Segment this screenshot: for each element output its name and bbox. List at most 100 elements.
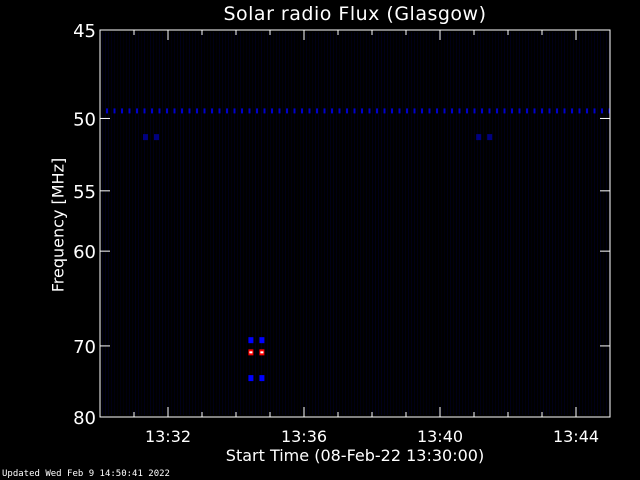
interference-mark [473,108,476,114]
noise-streak [501,32,502,415]
interference-mark [308,108,311,114]
interference-mark [571,108,573,114]
interference-mark [586,108,588,114]
burst-mark [248,375,254,382]
interference-mark [301,108,303,114]
burst-core [260,351,264,354]
x-axis-label: Start Time (08-Feb-22 13:30:00) [225,446,485,465]
noise-streak [486,32,487,415]
noise-streak [522,32,523,415]
noise-streak [111,32,112,415]
noise-streak [204,32,205,415]
noise-streak [363,32,364,415]
x-tick-label: 13:36 [281,427,327,446]
interference-mark [316,108,318,114]
noise-streak [105,32,106,415]
noise-streak [591,32,592,415]
noise-streak [153,32,154,415]
noise-streak [159,32,160,415]
noise-streak [465,32,466,415]
noise-streak [504,32,505,415]
interference-mark [241,108,243,114]
noise-streak [306,32,307,415]
noise-streak [120,32,121,415]
interference-mark [503,108,506,114]
noise-streak [138,32,139,415]
noise-streak [291,32,292,415]
noise-streak [123,32,124,415]
noise-streak [492,32,493,415]
interference-mark [271,108,273,114]
interference-mark [188,108,191,114]
noise-streak [264,32,265,415]
interference-mark [346,108,348,114]
noise-streak [273,32,274,415]
noise-streak [480,32,481,415]
noise-streak [252,32,253,415]
noise-streak [546,32,547,415]
x-tick-label: 13:40 [417,427,463,446]
interference-mark [233,108,236,114]
noise-streak [150,32,151,415]
noise-streak [366,32,367,415]
noise-streak [219,32,220,415]
noise-streak [210,32,211,415]
interference-mark [331,108,333,114]
noise-streak [513,32,514,415]
noise-streak [345,32,346,415]
noise-streak [282,32,283,415]
noise-streak [399,32,400,415]
noise-streak [594,32,595,415]
plot-area [100,30,610,417]
interference-mark [263,108,266,114]
noise-streak [180,32,181,415]
noise-streak [561,32,562,415]
noise-streak [567,32,568,415]
noise-streak [228,32,229,415]
noise-streak [237,32,238,415]
noise-streak [168,32,169,415]
noise-streak [246,32,247,415]
noise-streak [360,32,361,415]
interference-mark [158,108,161,114]
noise-streak [414,32,415,415]
noise-streak [132,32,133,415]
noise-streak [207,32,208,415]
noise-streak [192,32,193,415]
interference-mark [458,108,461,114]
noise-streak [576,32,577,415]
interference-mark [203,108,206,114]
y-tick-label: 50 [73,109,96,130]
interference-mark [578,108,581,114]
updated-timestamp: Updated Wed Feb 9 14:50:41 2022 [2,469,170,479]
noise-streak [396,32,397,415]
interference-mark [428,108,431,114]
noise-streak [342,32,343,415]
noise-streak [477,32,478,415]
noise-streak [564,32,565,415]
burst-mark [259,337,265,344]
noise-streak [528,32,529,415]
noise-streak [213,32,214,415]
noise-streak [585,32,586,415]
burst-mark [248,337,254,344]
noise-streak [531,32,532,415]
noise-streak [468,32,469,415]
noise-streak [453,32,454,415]
noise-streak [450,32,451,415]
interference-mark [376,108,378,114]
noise-streak [432,32,433,415]
noise-streak [222,32,223,415]
interference-mark [361,108,363,114]
interference-mark [398,108,401,114]
interference-mark [391,108,393,114]
interference-mark [466,108,468,114]
interference-mark [548,108,551,114]
noise-streak [384,32,385,415]
noise-streak [303,32,304,415]
interference-mark [248,108,251,114]
noise-streak [447,32,448,415]
noise-streak [330,32,331,415]
noise-streak [294,32,295,415]
noise-streak [588,32,589,415]
